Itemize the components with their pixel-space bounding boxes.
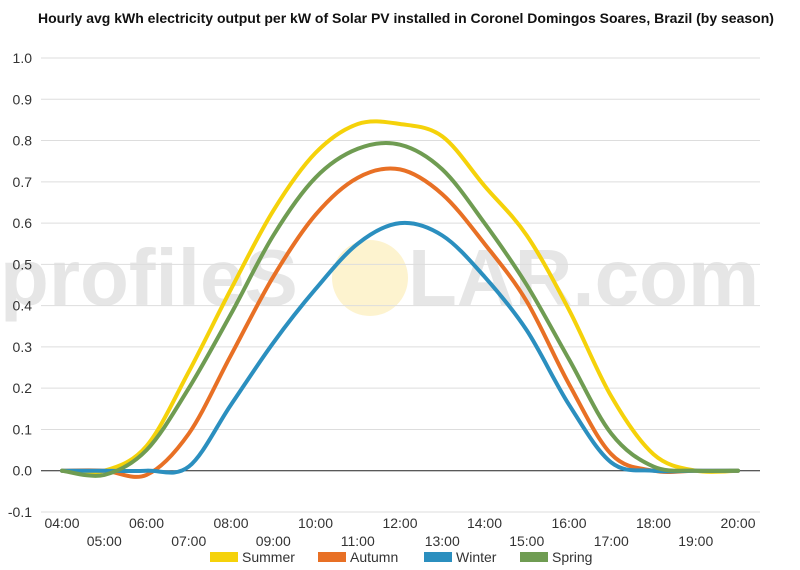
legend-swatch-autumn [318,552,346,562]
x-tick-label: 09:00 [256,533,291,549]
grid [41,57,760,513]
x-tick-label: 18:00 [636,515,671,531]
legend-swatch-summer [210,552,238,562]
legend-label-autumn: Autumn [350,549,398,565]
x-tick-label: 10:00 [298,515,333,531]
x-tick-label: 11:00 [341,533,375,549]
y-axis: -0.1 0.0 0.1 0.2 0.3 0.4 0.5 0.6 0.7 0.8 0.9 1.0 [8,50,32,520]
y-tick-label: 0.1 [13,421,33,437]
x-tick-label: 07:00 [171,533,206,549]
y-tick-label: 0.7 [13,174,33,190]
y-tick-label: 0.6 [13,215,33,231]
x-tick-label: 13:00 [425,533,460,549]
legend-label-winter: Winter [456,549,497,565]
x-axis: 04:00 05:00 06:00 07:00 08:00 09:00 10:00 11:00… [44,515,755,549]
x-tick-label: 04:00 [44,515,79,531]
x-tick-label: 12:00 [382,515,417,531]
y-tick-label: 0.2 [13,380,33,396]
series-line-spring [60,141,740,478]
series-group [60,119,740,479]
y-tick-label: 0.4 [13,298,33,314]
y-tick-label: 0.9 [13,91,33,107]
legend: Summer Autumn Winter Spring [210,549,592,565]
watermark-sun-icon [332,240,408,316]
x-tick-label: 19:00 [678,533,713,549]
x-tick-label: 17:00 [594,533,629,549]
x-tick-label: 14:00 [467,515,502,531]
y-tick-label: 1.0 [13,50,33,66]
legend-label-spring: Spring [552,549,592,565]
series-line-autumn [60,166,740,479]
watermark: profileS LAR.com [0,233,759,322]
x-tick-label: 06:00 [129,515,164,531]
x-tick-label: 16:00 [551,515,586,531]
legend-label-summer: Summer [242,549,295,565]
legend-swatch-winter [424,552,452,562]
y-tick-label: 0.0 [13,463,33,479]
series-line-summer [60,119,740,475]
x-tick-label: 15:00 [509,533,544,549]
y-tick-label: -0.1 [8,504,32,520]
series-line-winter [60,220,740,475]
y-tick-label: 0.8 [13,133,33,149]
legend-swatch-spring [520,552,548,562]
x-tick-label: 05:00 [87,533,122,549]
watermark-text-right: LAR.com [408,233,759,322]
y-tick-label: 0.5 [13,256,33,272]
y-tick-label: 0.3 [13,339,33,355]
x-tick-label: 20:00 [720,515,755,531]
chart-title: Hourly avg kWh electricity output per kW… [38,10,774,26]
x-tick-label: 08:00 [213,515,248,531]
